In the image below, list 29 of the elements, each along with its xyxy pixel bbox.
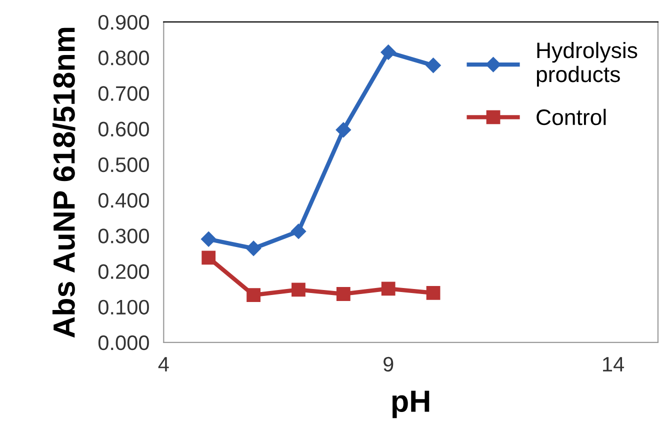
point: [246, 240, 262, 256]
y-tick-label: 0.600: [98, 122, 149, 137]
point: [426, 58, 441, 73]
legend-label: Control: [536, 108, 606, 126]
y-tick-label: 0.300: [98, 228, 149, 244]
y-tick-label: 0.400: [98, 192, 149, 208]
x-tick-label: 4: [158, 357, 169, 372]
x-tick-label: 14: [603, 357, 624, 372]
y-tick-label: 0.200: [98, 264, 149, 279]
y-tick-label: 0.000: [98, 335, 149, 350]
point: [292, 282, 306, 297]
y-tick-label: 0.900: [98, 14, 149, 30]
point: [381, 282, 396, 296]
point: [336, 122, 351, 138]
y-tick-label: 0.700: [98, 86, 149, 101]
y-axis-title: Abs AuNP 618/518nm: [52, 28, 76, 338]
y-tick-label: 0.800: [98, 50, 149, 66]
x-axis-title: pH: [392, 390, 430, 418]
point: [290, 224, 306, 239]
point: [380, 44, 396, 60]
point: [426, 286, 440, 300]
point: [201, 232, 216, 247]
point: [336, 287, 350, 301]
point: [202, 250, 216, 265]
legend-label: Hydrolysis products: [536, 42, 638, 87]
x-tick-label: 9: [384, 356, 394, 372]
point: [246, 288, 260, 302]
y-tick-label: 0.500: [98, 157, 149, 172]
y-tick-label: 0.100: [98, 300, 149, 315]
